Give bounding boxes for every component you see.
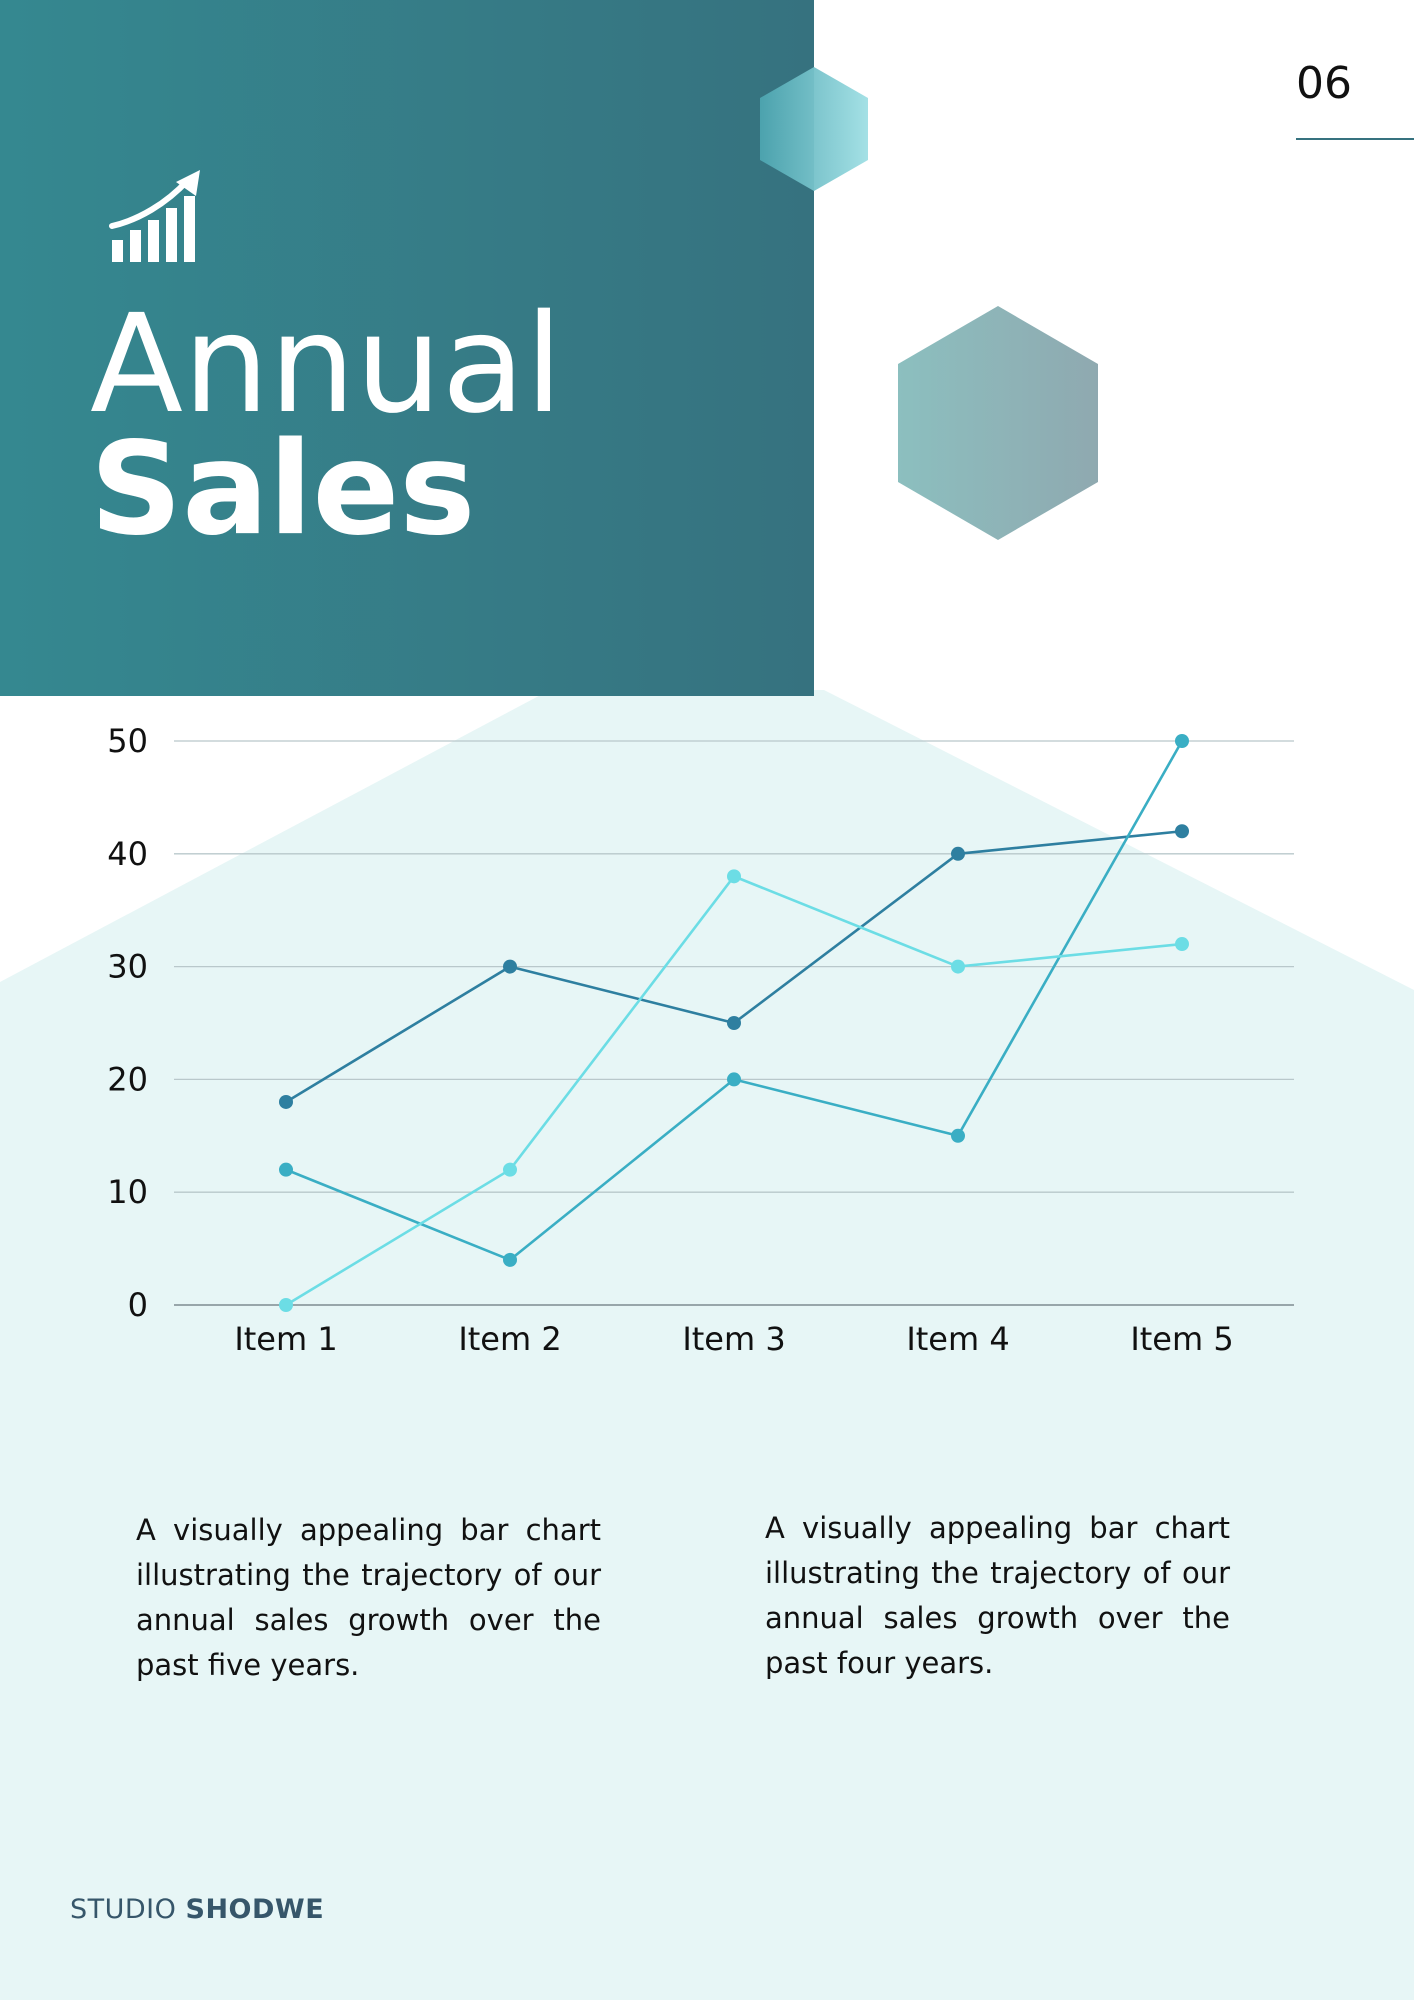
data-point <box>951 846 965 861</box>
title-header-panel: Annual Sales <box>0 0 814 696</box>
data-point <box>1175 824 1189 839</box>
small-hexagon <box>760 67 868 191</box>
x-tick-label: Item 2 <box>458 1320 561 1358</box>
data-point <box>727 1016 741 1030</box>
series-2 <box>279 734 1189 1267</box>
y-tick-label: 10 <box>107 1173 148 1211</box>
growth-chart-icon <box>109 170 200 262</box>
series-line <box>285 740 1184 1262</box>
series-line <box>285 874 1183 1307</box>
brand-name: SHODWE <box>185 1894 325 1925</box>
chart-gridlines <box>174 740 1294 1306</box>
x-axis-tick-labels: Item 1 Item 2 Item 3 Item 4 Item 5 <box>234 1320 1233 1358</box>
x-tick-label: Item 1 <box>234 1320 337 1358</box>
data-point <box>1175 937 1189 952</box>
data-point <box>503 1252 517 1267</box>
description-right: A visually appealing bar chart illustrat… <box>765 1511 1230 1680</box>
brand-prefix: STUDIO <box>70 1894 177 1925</box>
data-point <box>279 1162 293 1177</box>
brand-footer: STUDIO SHODWE <box>70 1894 324 1925</box>
y-tick-label: 20 <box>107 1060 148 1098</box>
y-tick-label: 0 <box>128 1286 148 1324</box>
background-tint-pentagon <box>0 690 1414 2000</box>
chart-series <box>279 734 1189 1312</box>
data-point <box>951 959 965 974</box>
series-3 <box>279 869 1189 1312</box>
x-tick-label: Item 4 <box>906 1320 1009 1358</box>
data-point <box>279 1298 293 1312</box>
description-left: A visually appealing bar chart illustrat… <box>136 1513 601 1682</box>
title-sales: Sales <box>90 415 476 564</box>
y-axis-tick-labels: 0 10 20 30 40 50 <box>107 722 148 1324</box>
hexagon-decorations <box>760 67 1098 540</box>
large-hexagon <box>898 306 1098 540</box>
series-1 <box>279 824 1189 1109</box>
x-tick-label: Item 3 <box>682 1320 785 1358</box>
data-point <box>1175 734 1189 748</box>
page-number-rule <box>1296 138 1414 140</box>
x-tick-label: Item 5 <box>1130 1320 1233 1358</box>
y-tick-label: 30 <box>107 948 148 986</box>
data-point <box>727 869 741 884</box>
data-point <box>727 1072 741 1087</box>
data-point <box>279 1094 293 1109</box>
page-number: 06 <box>1296 58 1352 109</box>
y-tick-label: 50 <box>107 722 148 760</box>
data-point <box>503 1162 517 1177</box>
data-point <box>951 1128 965 1143</box>
title-annual: Annual <box>90 286 563 444</box>
data-point <box>503 959 517 974</box>
y-tick-label: 40 <box>107 835 148 873</box>
